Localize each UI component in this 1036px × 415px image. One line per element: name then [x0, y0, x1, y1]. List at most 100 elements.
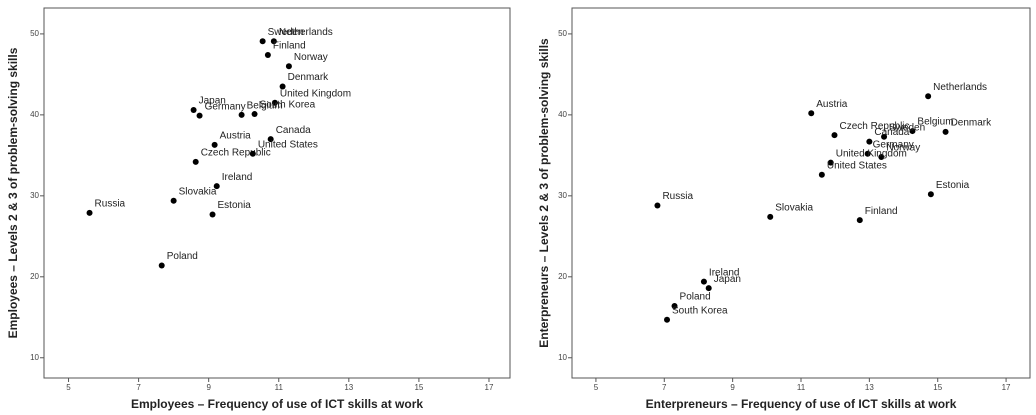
point-label: Norway [886, 143, 920, 154]
point [190, 107, 197, 114]
y-tick-label: 50 [30, 29, 39, 38]
point [878, 153, 885, 160]
point-label: United States [827, 160, 887, 171]
point [238, 111, 245, 118]
point [700, 278, 707, 285]
x-tick-label: 9 [730, 383, 735, 392]
point [856, 217, 863, 224]
point-label: United States [258, 139, 318, 150]
point [211, 141, 218, 148]
point-label: Sweden [268, 27, 304, 38]
point-label: Estonia [218, 200, 252, 211]
point [767, 213, 774, 220]
x-tick-label: 7 [662, 383, 667, 392]
point [808, 110, 815, 117]
point-label: Belgium [247, 101, 283, 112]
plot-frame [43, 7, 511, 379]
point-label: Japan [714, 274, 741, 285]
point-label: Czech Republic [839, 121, 909, 132]
point-label: United Kingdom [280, 88, 351, 99]
point-label: Slovakia [179, 186, 217, 197]
point [267, 136, 274, 143]
x-tick-label: 11 [797, 383, 806, 392]
point-label: Estonia [936, 180, 970, 191]
y-tick-label: 10 [558, 353, 567, 362]
point [827, 159, 834, 166]
point-label: Czech Republic [201, 147, 271, 158]
x-axis-label: Employees – Frequency of use of ICT skil… [131, 397, 423, 411]
point [909, 128, 916, 135]
point-label: Russia [95, 198, 126, 209]
point [654, 202, 661, 209]
x-tick-label: 15 [414, 383, 423, 392]
point [270, 38, 277, 45]
y-tick-label: 40 [30, 110, 39, 119]
point [213, 183, 220, 190]
x-tick-label: 9 [206, 383, 211, 392]
x-tick-label: 17 [1002, 383, 1011, 392]
plot-frame [571, 7, 1031, 379]
point [285, 63, 292, 70]
point [866, 138, 873, 145]
y-tick-label: 10 [30, 353, 39, 362]
y-tick-label: 30 [558, 191, 567, 200]
y-axis-label: Enterpreneurs – Levels 2 & 3 of problem-… [537, 38, 551, 348]
point [831, 132, 838, 139]
x-tick-label: 5 [594, 383, 599, 392]
x-axis-label: Enterpreneurs – Frequency of use of ICT … [646, 397, 957, 411]
y-tick-label: 30 [30, 191, 39, 200]
x-tick-label: 13 [344, 383, 353, 392]
y-tick-label: 20 [558, 272, 567, 281]
point [86, 209, 93, 216]
point-label: Canada [276, 125, 311, 136]
point [251, 111, 258, 118]
point-label: Netherlands [933, 82, 987, 93]
point-label: Russia [662, 191, 693, 202]
point [705, 285, 712, 292]
point-label: South Korea [672, 305, 728, 316]
point-label: Belgium [917, 117, 953, 128]
x-tick-label: 7 [136, 383, 141, 392]
point-label: Slovakia [775, 203, 813, 214]
point [271, 99, 278, 106]
point [925, 93, 932, 100]
point-label: Poland [680, 292, 711, 303]
point [209, 211, 216, 218]
y-tick-label: 20 [30, 272, 39, 281]
point [158, 262, 165, 269]
point-label: Ireland [709, 267, 740, 278]
point-label: Denmark [951, 118, 993, 129]
point [881, 133, 888, 140]
point-label: Canada [874, 127, 909, 138]
point [259, 38, 266, 45]
point [671, 302, 678, 309]
point [279, 83, 286, 90]
point [264, 51, 271, 58]
point [170, 197, 177, 204]
point [192, 158, 199, 165]
y-tick-label: 50 [558, 29, 567, 38]
y-tick-label: 40 [558, 110, 567, 119]
point [864, 150, 871, 157]
point-label: Norway [294, 52, 328, 63]
point [249, 150, 256, 157]
point-label: Ireland [222, 172, 253, 183]
point-label: Denmark [288, 72, 330, 83]
point-label: Germany [873, 139, 914, 150]
y-axis-label: Employees – Levels 2 & 3 of problem-solv… [6, 47, 20, 338]
x-tick-label: 15 [933, 383, 942, 392]
point-label: Sweden [889, 122, 925, 133]
point [927, 191, 934, 198]
point [664, 316, 671, 323]
point-label: Finland [865, 206, 898, 217]
point-label: Germany [205, 101, 246, 112]
point [942, 128, 949, 135]
x-tick-label: 17 [485, 383, 494, 392]
x-tick-label: 11 [275, 383, 284, 392]
point-label: Japan [199, 96, 226, 107]
point-label: Austria [220, 130, 252, 141]
point-label: Poland [167, 251, 198, 262]
x-tick-label: 5 [66, 383, 71, 392]
x-tick-label: 13 [865, 383, 874, 392]
